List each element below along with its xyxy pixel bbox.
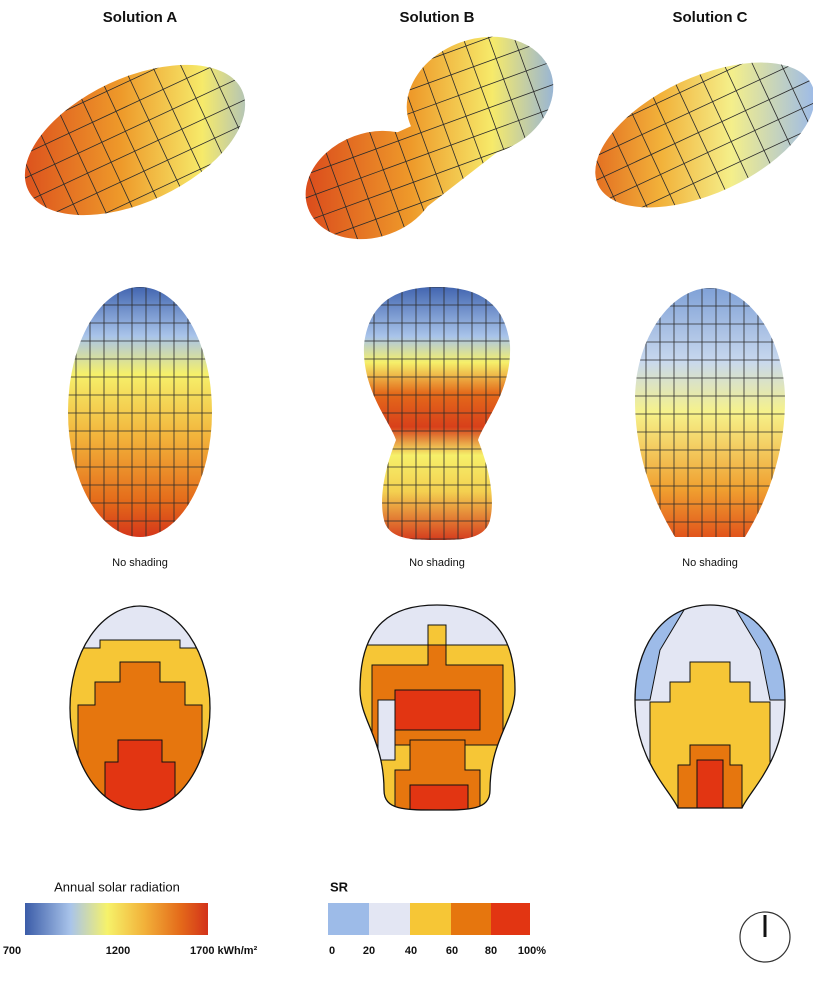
column-title: Solution B xyxy=(400,9,475,26)
legend-label: 40 xyxy=(405,945,417,957)
legend-label: 700 xyxy=(3,945,21,957)
legend-label: 60 xyxy=(446,945,458,957)
column-title: Solution A xyxy=(103,9,178,26)
perspective-b xyxy=(248,0,612,304)
legend-title: Annual solar radiation xyxy=(54,879,180,894)
sr-color-bar xyxy=(328,903,530,935)
sr-map-a xyxy=(50,600,230,820)
caption: No shading xyxy=(409,557,465,569)
column-title: Solution C xyxy=(673,9,748,26)
legend-label: 80 xyxy=(485,945,497,957)
caption: No shading xyxy=(682,557,738,569)
elevation-b xyxy=(360,285,515,545)
legend-label: 20 xyxy=(363,945,375,957)
legend-label: 1200 xyxy=(106,945,130,957)
color-bar xyxy=(25,903,208,935)
perspective-c xyxy=(534,0,813,296)
elevation-a xyxy=(60,285,220,540)
perspective-a xyxy=(0,0,313,297)
legend-label: 1700 kWh/m² xyxy=(190,945,258,957)
legend-title: SR xyxy=(330,879,349,894)
legend-label: 0 xyxy=(329,945,335,957)
legend-label: 100% xyxy=(518,945,546,957)
compass xyxy=(740,912,790,962)
figure: Solution A Solution B Solution C No shad… xyxy=(0,0,813,986)
sr-map-b xyxy=(350,600,525,820)
elevation-c xyxy=(630,285,790,540)
caption: No shading xyxy=(112,557,168,569)
